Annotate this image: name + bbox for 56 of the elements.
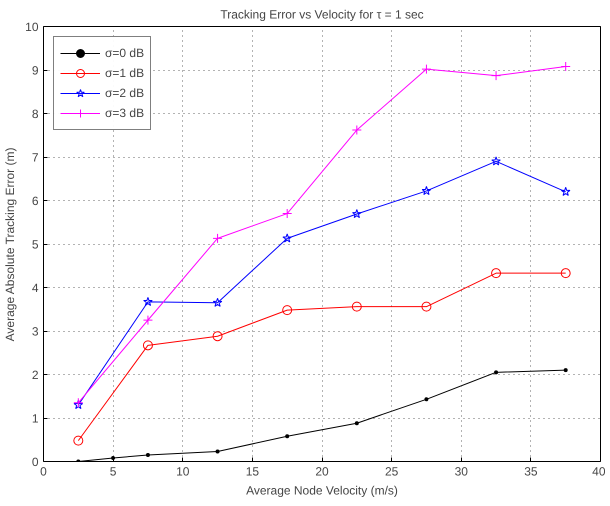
y-tick-label: 0 <box>32 455 39 469</box>
point <box>352 302 362 312</box>
point <box>421 302 432 312</box>
x-axis-title: Average Node Velocity (m/s) <box>246 484 398 498</box>
legend-label: σ=1 dB <box>105 66 144 80</box>
point <box>494 370 498 374</box>
point <box>212 233 223 244</box>
x-tick-label: 40 <box>592 464 606 478</box>
y-tick-label: 1 <box>32 412 39 426</box>
chart-title: Tracking Error vs Velocity for τ = 1 sec <box>220 8 424 22</box>
point <box>282 305 292 316</box>
point <box>73 436 84 446</box>
point <box>282 208 292 219</box>
legend-label: σ=3 dB <box>105 106 144 120</box>
y-tick-label: 10 <box>25 20 39 34</box>
x-tick-label: 35 <box>524 464 538 478</box>
y-tick-label: 5 <box>32 238 39 252</box>
point <box>560 186 570 196</box>
point <box>285 434 290 438</box>
x-tick-label: 0 <box>40 464 48 478</box>
x-tick-label: 15 <box>246 464 260 478</box>
point <box>491 156 501 166</box>
x-tick-label: 5 <box>110 464 117 478</box>
y-tick-label: 6 <box>32 194 39 208</box>
point <box>560 62 571 72</box>
x-tick-label: 20 <box>315 464 329 478</box>
point <box>491 70 502 81</box>
y-tick-label: 9 <box>32 64 39 78</box>
point <box>282 233 292 242</box>
point <box>212 298 222 307</box>
y-tick-label: 4 <box>32 281 39 295</box>
point <box>212 331 223 342</box>
point <box>564 368 568 372</box>
point <box>354 421 359 426</box>
point <box>352 208 362 218</box>
y-tick-label: 7 <box>32 150 39 164</box>
point <box>142 315 153 326</box>
point <box>491 268 502 278</box>
point <box>216 450 220 454</box>
point <box>142 340 153 350</box>
x-tick-label: 30 <box>454 464 468 478</box>
legend-label: σ=0 dB <box>105 46 144 60</box>
point <box>146 452 150 457</box>
point <box>422 186 432 196</box>
point <box>352 125 362 136</box>
legend-label: σ=2 dB <box>105 86 144 100</box>
y-axis-title: Average Absolute Tracking Error (m) <box>3 148 18 342</box>
point <box>143 296 153 306</box>
y-tick-label: 2 <box>32 368 39 382</box>
point <box>424 397 428 402</box>
y-tick-label: 8 <box>32 107 39 121</box>
y-tick-label: 3 <box>32 324 39 338</box>
point <box>560 268 571 278</box>
x-tick-label: 10 <box>176 464 190 478</box>
point <box>421 64 432 74</box>
x-tick-label: 25 <box>384 464 399 478</box>
